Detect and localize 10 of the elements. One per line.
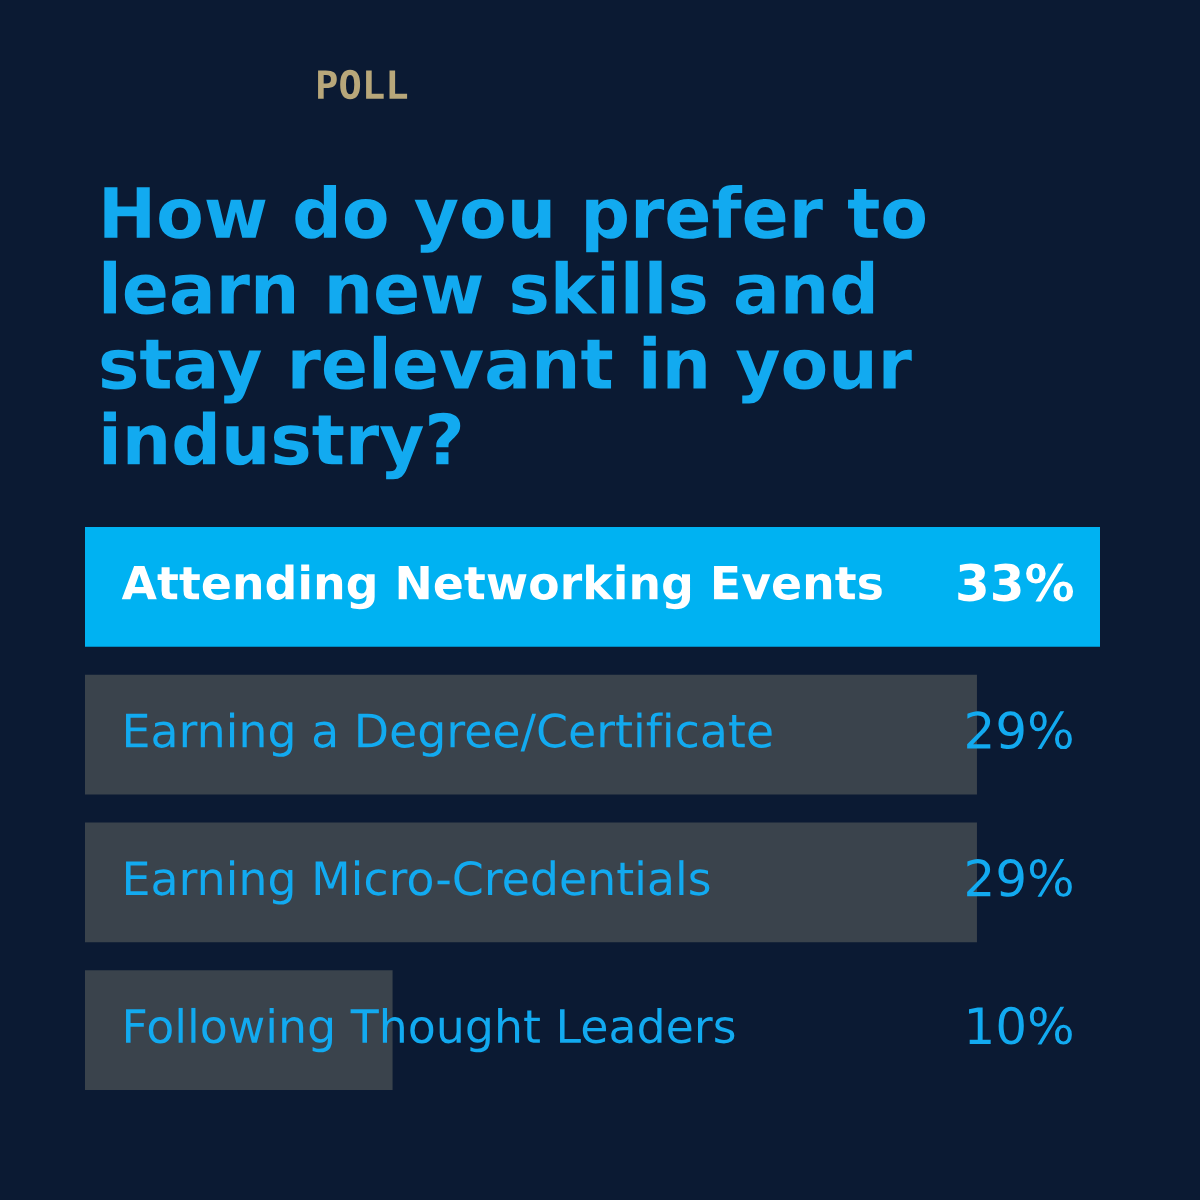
y-tick-label: Attending Networking Events [121,564,882,610]
y-tick-label: Earning Micro-Credentials [126,860,710,905]
y-tick-label: Following Thought Leaders [126,1007,735,1053]
chart-title: How do you prefer to learn new skills and stay relevant in your industry? [101,185,926,480]
data-label: 29% [967,711,1072,750]
data-label: 33% [958,563,1074,602]
y-tick-label: Earning a Degree/Certificate [126,712,772,757]
data-label: 10% [968,1006,1072,1045]
text: POLL [318,69,408,100]
data-label: 29% [967,859,1072,897]
